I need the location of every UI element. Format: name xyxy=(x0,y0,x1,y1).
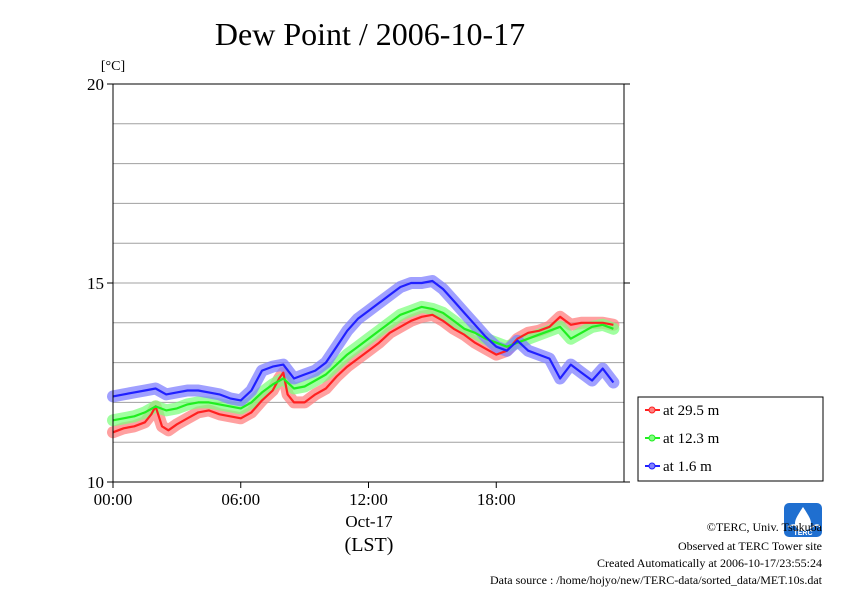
series-lines xyxy=(112,279,615,434)
x-date-label: Oct-17 xyxy=(345,512,393,531)
credit-observed: Observed at TERC Tower site xyxy=(678,539,822,553)
x-timezone-label: (LST) xyxy=(345,534,394,556)
chart-title: Dew Point / 2006-10-17 xyxy=(215,16,525,52)
terc-logo: TERC xyxy=(784,503,822,537)
y-tick-label: 10 xyxy=(87,473,104,492)
x-tick-label: 12:00 xyxy=(349,490,388,509)
credit-copyright: ©TERC, Univ. Tsukuba xyxy=(707,520,823,534)
x-tick-label: 18:00 xyxy=(477,490,516,509)
x-tick-label: 00:00 xyxy=(94,490,133,509)
y-unit-label: [°C] xyxy=(101,59,125,74)
series-line xyxy=(112,313,614,434)
legend-marker xyxy=(648,462,656,470)
credit-source: Data source : /home/hojyo/new/TERC-data/… xyxy=(490,573,823,587)
legend-marker xyxy=(648,434,656,442)
legend-marker xyxy=(648,406,656,414)
series-bands xyxy=(107,275,620,439)
logo-drop-icon xyxy=(795,507,811,531)
legend-label: at 12.3 m xyxy=(663,431,720,447)
legend-label: at 29.5 m xyxy=(663,403,720,419)
y-axis: 10 15 20 xyxy=(87,75,630,492)
series-line xyxy=(112,305,614,422)
logo-wave-icon xyxy=(787,524,821,530)
credit-created: Created Automatically at 2006-10-17/23:5… xyxy=(597,556,822,570)
y-tick-label: 15 xyxy=(87,274,104,293)
series-line xyxy=(112,279,615,402)
legend-label: at 1.6 m xyxy=(663,459,712,475)
legend: at 29.5 m at 12.3 m at 1.6 m xyxy=(637,396,824,482)
x-axis: 00:00 06:00 12:00 18:00 xyxy=(94,482,516,509)
logo-text: TERC xyxy=(793,530,812,537)
legend-box xyxy=(637,396,824,482)
x-tick-label: 06:00 xyxy=(221,490,260,509)
y-tick-label: 20 xyxy=(87,75,104,94)
